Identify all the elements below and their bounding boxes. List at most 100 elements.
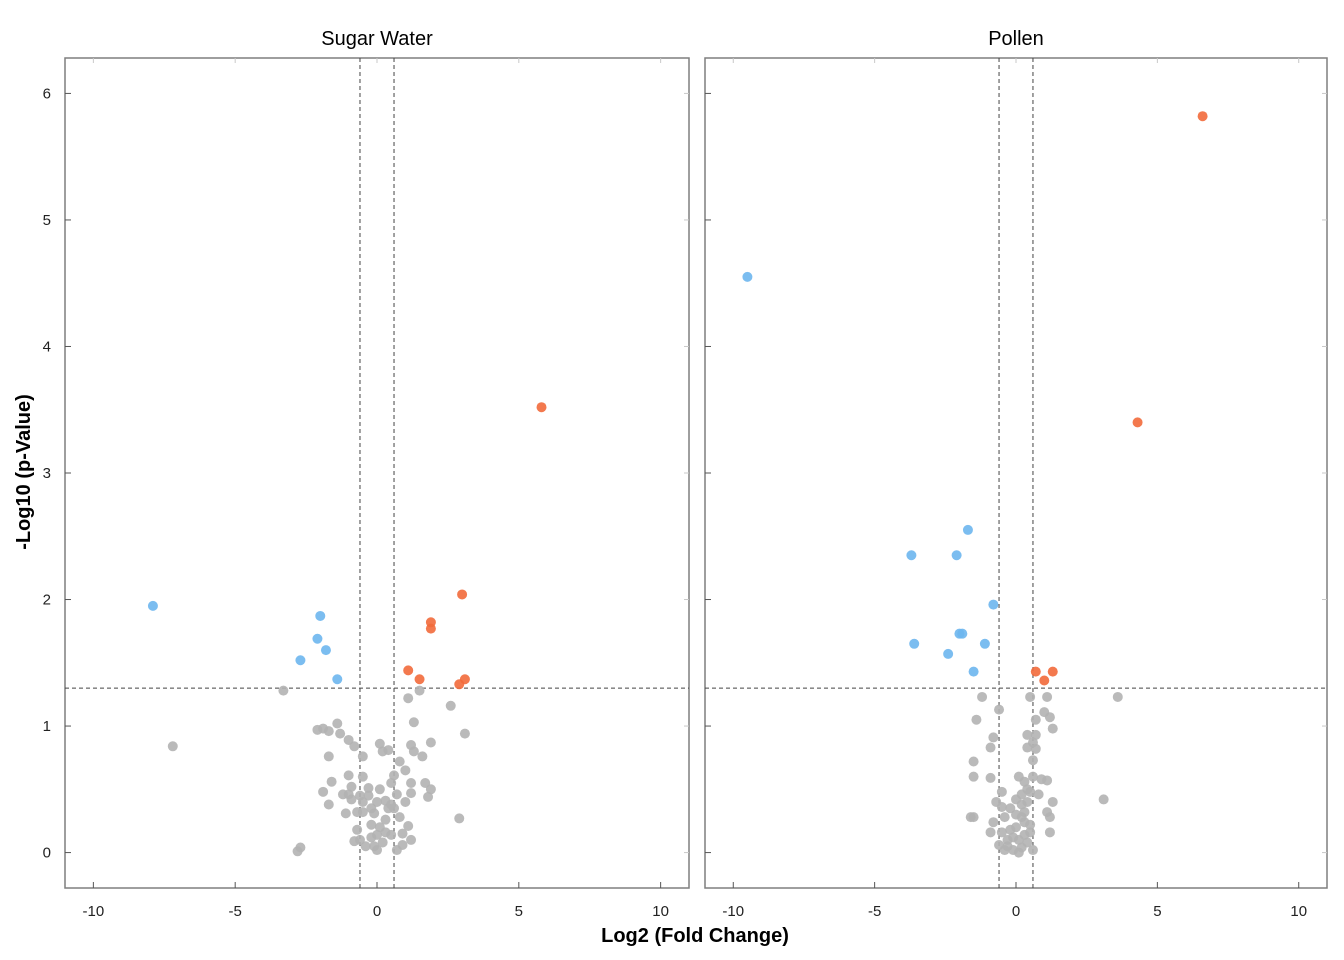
point-down-regulated [968, 666, 979, 677]
point-down-regulated [979, 638, 990, 649]
point-not-significant [996, 802, 1007, 813]
point-not-significant [988, 817, 999, 828]
point-not-significant [354, 834, 365, 845]
point-not-significant [403, 821, 414, 832]
point-not-significant [968, 771, 979, 782]
point-down-regulated [332, 674, 343, 685]
point-not-significant [400, 765, 411, 776]
point-not-significant [1005, 824, 1016, 835]
point-down-regulated [742, 271, 753, 282]
point-not-significant [1013, 847, 1024, 858]
point-not-significant [1042, 691, 1053, 702]
point-not-significant [337, 789, 348, 800]
point-not-significant [377, 837, 388, 848]
point-not-significant [1047, 796, 1058, 807]
x-tick-label: -5 [868, 903, 881, 920]
point-not-significant [1008, 832, 1019, 843]
point-not-significant [366, 819, 377, 830]
point-down-regulated [943, 648, 954, 659]
x-tick-label: -10 [722, 903, 744, 920]
point-not-significant [1025, 819, 1036, 830]
point-not-significant [1016, 799, 1027, 810]
point-not-significant [357, 796, 368, 807]
point-not-significant [332, 718, 343, 729]
point-not-significant [374, 738, 385, 749]
point-not-significant [352, 807, 363, 818]
point-not-significant [1030, 714, 1041, 725]
point-not-significant [1044, 812, 1055, 823]
point-not-significant [1022, 742, 1033, 753]
point-not-significant [372, 829, 382, 840]
point-not-significant [1022, 784, 1033, 795]
point-not-significant [386, 777, 397, 788]
point-down-regulated [906, 550, 917, 561]
point-not-significant [326, 776, 337, 787]
point-not-significant [988, 732, 999, 743]
point-not-significant [1027, 771, 1038, 782]
point-not-significant [374, 784, 385, 795]
point-not-significant [389, 803, 400, 814]
point-not-significant [406, 788, 417, 799]
point-down-regulated [147, 600, 158, 611]
point-not-significant [380, 827, 391, 838]
point-not-significant [1042, 775, 1053, 786]
x-tick-label: 0 [1012, 903, 1020, 920]
point-not-significant [335, 728, 346, 739]
point-up-regulated [457, 589, 468, 600]
point-not-significant [423, 791, 434, 802]
point-not-significant [349, 741, 360, 752]
point-not-significant [454, 813, 465, 824]
point-not-significant [340, 808, 351, 819]
point-down-regulated [315, 610, 326, 621]
point-not-significant [985, 742, 996, 753]
point-not-significant [1112, 691, 1123, 702]
y-tick-label: 1 [43, 718, 51, 735]
point-not-significant [1022, 729, 1033, 740]
point-not-significant [999, 812, 1010, 823]
point-not-significant [1019, 829, 1030, 840]
panel-1: Sugar Water -10 -5 0 5 10 0 1 2 3 4 5 6 [43, 28, 690, 920]
point-not-significant [323, 799, 334, 810]
point-not-significant [406, 777, 417, 788]
y-tick-label: 3 [43, 465, 51, 482]
panel-border [704, 57, 1328, 889]
point-up-regulated [1039, 675, 1050, 686]
point-not-significant [323, 726, 334, 737]
point-not-significant [394, 812, 405, 823]
point-not-significant [357, 751, 368, 762]
point-not-significant [408, 717, 419, 728]
point-down-regulated [295, 655, 306, 666]
point-not-significant [352, 824, 363, 835]
point-not-significant [292, 846, 303, 857]
point-not-significant [403, 693, 414, 704]
point-not-significant [985, 827, 996, 838]
point-not-significant [996, 827, 1007, 838]
point-not-significant [400, 796, 411, 807]
point-not-significant [985, 772, 996, 783]
point-not-significant [968, 756, 979, 767]
point-not-significant [417, 751, 428, 762]
point-not-significant [397, 828, 408, 839]
y-tick-label: 0 [43, 845, 51, 862]
point-not-significant [1047, 723, 1058, 734]
point-not-significant [445, 700, 456, 711]
point-not-significant [1044, 827, 1055, 838]
point-not-significant [1016, 812, 1027, 823]
panel-title: Pollen [988, 28, 1044, 50]
panel-title: Sugar Water [321, 28, 433, 50]
panels-layer: Sugar Water -10 -5 0 5 10 0 1 2 3 4 5 6 Pollen -10 -5 0 5… [43, 28, 1328, 920]
point-not-significant [1002, 841, 1013, 852]
point-not-significant [394, 756, 405, 767]
panel-border [64, 57, 690, 889]
point-not-significant [366, 803, 377, 814]
point-up-regulated [425, 623, 436, 634]
point-not-significant [278, 685, 289, 696]
point-not-significant [389, 770, 400, 781]
y-axis-title: -Log10 (p-Value) [13, 394, 35, 550]
point-not-significant [996, 786, 1007, 797]
point-down-regulated [957, 628, 968, 639]
point-not-significant [346, 781, 357, 792]
point-not-significant [994, 704, 1005, 715]
point-not-significant [369, 841, 380, 852]
